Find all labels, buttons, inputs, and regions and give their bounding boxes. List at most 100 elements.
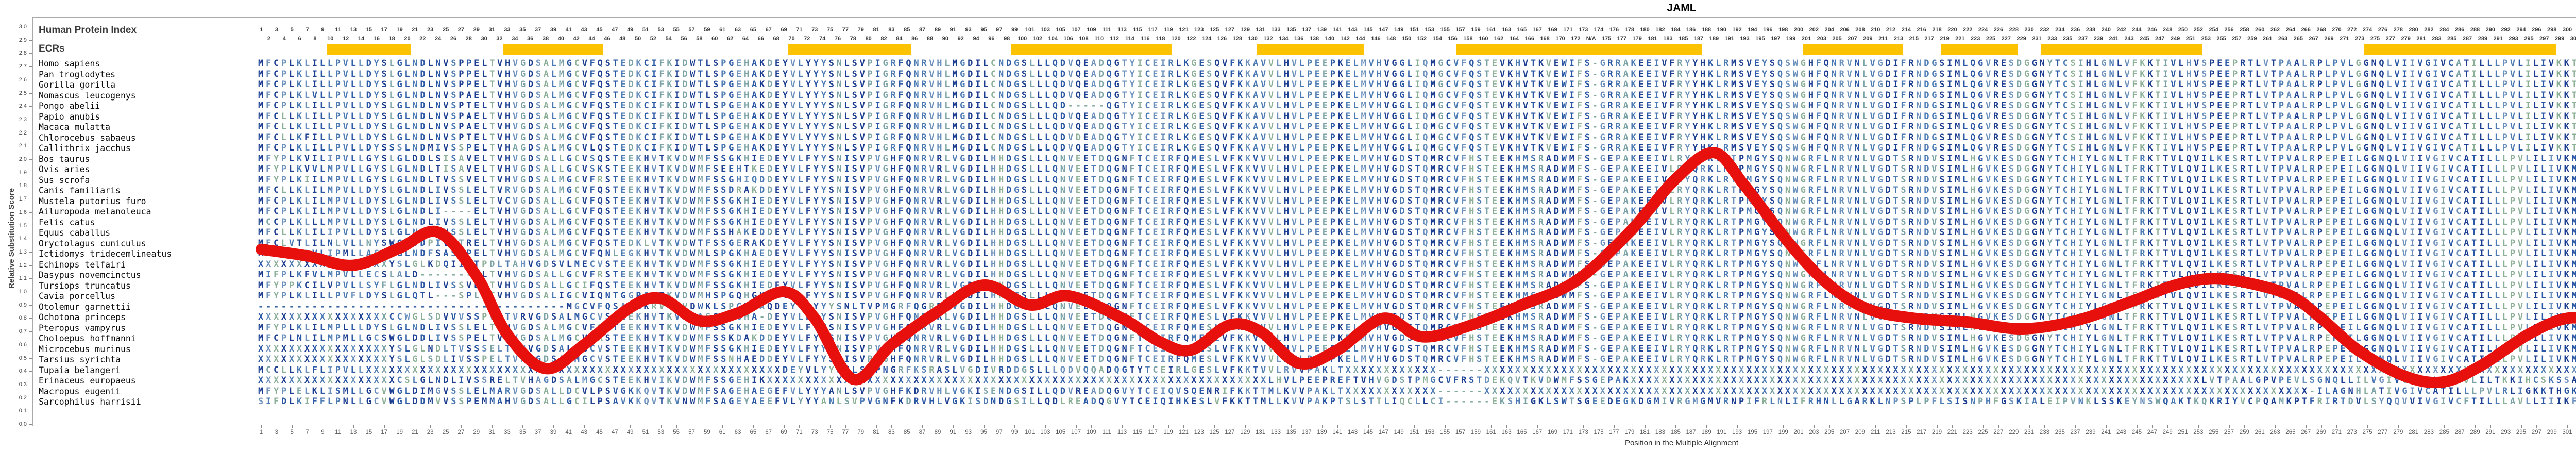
x-tick xyxy=(1675,425,1676,428)
alignment-position-number: 91 xyxy=(950,429,956,436)
alignment-position-number: 111 xyxy=(1102,429,1111,436)
human-index-number: 260 xyxy=(2255,27,2264,33)
human-index-number: 289 xyxy=(2478,36,2487,42)
human-index-number: 160 xyxy=(1479,36,1488,42)
human-index-number: 146 xyxy=(1371,36,1380,42)
human-index-number: 296 xyxy=(2532,27,2541,33)
human-index-number: 157 xyxy=(1455,27,1465,33)
y-tick-label: 1.0 xyxy=(9,289,27,295)
human-index-number: 83 xyxy=(888,27,894,33)
human-index-number: 18 xyxy=(388,36,395,42)
x-tick xyxy=(1983,425,1984,428)
human-index-number: 227 xyxy=(2002,36,2011,42)
human-index-number: 121 xyxy=(1179,27,1188,33)
x-tick xyxy=(845,425,846,428)
x-tick xyxy=(2444,425,2445,428)
alignment-position-number: 163 xyxy=(1501,429,1511,436)
alignment-position-number: 299 xyxy=(2547,429,2557,436)
y-tick-label: 2.0 xyxy=(9,156,27,162)
x-tick xyxy=(2367,425,2368,428)
x-tick xyxy=(584,425,585,428)
human-index-number: 128 xyxy=(1233,36,1242,42)
human-index-number: 65 xyxy=(750,27,756,33)
alignment-position-number: 13 xyxy=(350,429,357,436)
human-index-number: 8 xyxy=(313,36,316,42)
human-index-number: 295 xyxy=(2524,36,2533,42)
human-index-number: 268 xyxy=(2316,27,2326,33)
alignment-position-number: 3 xyxy=(275,429,278,436)
human-index-number: 261 xyxy=(2263,36,2272,42)
alignment-position-number: 209 xyxy=(1855,429,1865,436)
x-tick xyxy=(1076,425,1077,428)
alignment-position-number: 139 xyxy=(1317,429,1327,436)
plot-frame xyxy=(32,17,2576,426)
x-tick xyxy=(784,425,785,428)
y-tick-label: 1.9 xyxy=(9,170,27,176)
human-index-number: 226 xyxy=(1994,27,2003,33)
human-index-number: 221 xyxy=(1955,36,1964,42)
human-index-number: 179 xyxy=(1633,36,1642,42)
alignment-row: MFCPLKLILLPVLLDYSLGLNDLNVSPPELTVHVGDSALM… xyxy=(258,79,2576,90)
x-tick xyxy=(430,425,431,428)
species-label: Microcebus murinus xyxy=(39,344,131,354)
human-index-number: 31 xyxy=(488,27,495,33)
alignment-position-number: 77 xyxy=(842,429,849,436)
human-index-number: 209 xyxy=(1863,36,1872,42)
species-label: Chlorocebus sabaeus xyxy=(39,133,136,143)
human-index-number: 91 xyxy=(950,27,956,33)
x-tick xyxy=(1091,425,1092,428)
human-index-number: 224 xyxy=(1978,27,1988,33)
y-tick-label: 2.8 xyxy=(9,50,27,56)
human-index-number: 195 xyxy=(1755,36,1765,42)
human-index-number: 102 xyxy=(1033,36,1042,42)
human-index-number: 119 xyxy=(1164,27,1173,33)
human-index-number: 185 xyxy=(1679,36,1688,42)
human-index-number: 281 xyxy=(2416,36,2426,42)
alignment-row: XXXXXXXXXXXXXXXXXXCSLGLNDLIVSSRELTVHAGDS… xyxy=(258,375,2576,386)
y-tick-label: 3.0 xyxy=(9,24,27,30)
human-index-number: 199 xyxy=(1786,36,1795,42)
alignment-position-number: 201 xyxy=(1793,429,1803,436)
alignment-position-number: 75 xyxy=(827,429,834,436)
y-tick-label: 2.5 xyxy=(9,90,27,96)
y-tick-label: 1.4 xyxy=(9,236,27,242)
human-index-number: 201 xyxy=(1802,36,1811,42)
alignment-position-number: 21 xyxy=(412,429,418,436)
human-index-number: 41 xyxy=(566,27,572,33)
human-index-number: 239 xyxy=(2094,36,2103,42)
x-tick xyxy=(1214,425,1215,428)
alignment-position-number: 177 xyxy=(1609,429,1619,436)
x-tick xyxy=(2321,425,2322,428)
human-index-number: 212 xyxy=(1886,27,1895,33)
alignment-position-number: 79 xyxy=(857,429,864,436)
x-tick xyxy=(522,425,523,428)
human-index-number: 35 xyxy=(519,27,526,33)
human-index-number: 252 xyxy=(2194,27,2203,33)
human-index-number: 176 xyxy=(1609,27,1619,33)
alignment-row: MFCPLQLVLIPMLLACSLGLNDFSASPPELTVHVGDSALM… xyxy=(258,248,2576,259)
human-index-number: 178 xyxy=(1625,27,1634,33)
y-tick xyxy=(29,106,32,107)
human-index-number: 10 xyxy=(327,36,333,42)
human-index-number: 101 xyxy=(1025,27,1035,33)
human-index-number: 80 xyxy=(866,36,872,42)
human-index-number: 15 xyxy=(366,27,372,33)
alignment-row: MFCPLKLILLPVLLDYSLGLNDLNVSPPELTVHVGDSALM… xyxy=(258,69,2576,80)
x-tick xyxy=(722,425,723,428)
x-tick xyxy=(876,425,877,428)
y-tick-label: 0.8 xyxy=(9,315,27,321)
x-tick xyxy=(1368,425,1369,428)
alignment-position-number: 11 xyxy=(335,429,341,436)
human-index-number: 45 xyxy=(596,27,602,33)
human-index-number: 240 xyxy=(2102,27,2111,33)
x-tick xyxy=(2167,425,2168,428)
human-index-number: 69 xyxy=(781,27,787,33)
human-index-number: 7 xyxy=(306,27,309,33)
human-index-number: 293 xyxy=(2509,36,2518,42)
alignment-position-number: 173 xyxy=(1579,429,1588,436)
human-index-number: 34 xyxy=(512,36,518,42)
alignment-row: MFCLLKLILLPVLLDYSLGLNDLNVSPAELTVHVGDSALM… xyxy=(258,111,2576,122)
alignment-position-number: 247 xyxy=(2147,429,2157,436)
alignment-position-number: 115 xyxy=(1133,429,1142,436)
human-index-number: 2 xyxy=(267,36,270,42)
